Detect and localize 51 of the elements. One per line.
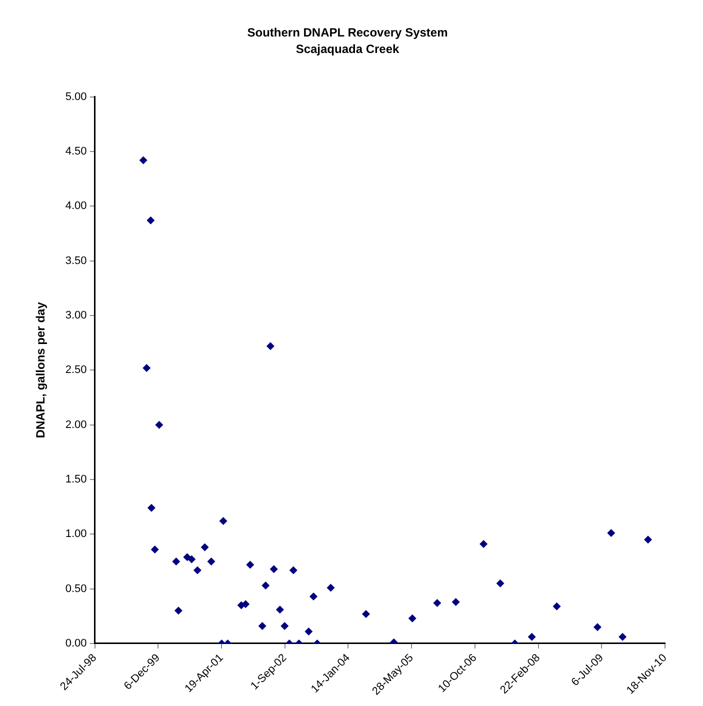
point	[552, 602, 561, 610]
point	[528, 632, 536, 641]
point	[266, 342, 274, 350]
y-tick-label: 2.00	[65, 418, 87, 431]
point	[408, 614, 416, 622]
point	[188, 555, 196, 564]
point	[242, 600, 250, 608]
y-tick-label: 1.00	[65, 528, 87, 540]
point	[496, 579, 504, 588]
point	[139, 156, 148, 164]
y-tick-label: 3.50	[65, 254, 87, 267]
point	[147, 504, 156, 512]
point	[146, 216, 155, 224]
point	[480, 540, 488, 548]
y-tick-label: 4.50	[65, 146, 87, 158]
point	[304, 627, 313, 636]
y-tick-label: 4.00	[65, 200, 87, 212]
point	[155, 420, 164, 429]
point	[644, 536, 652, 544]
point	[262, 582, 270, 590]
point	[258, 622, 266, 630]
point	[207, 557, 216, 566]
point	[433, 599, 442, 608]
point	[276, 606, 284, 614]
chart-title: Southern DNAPL Recovery System	[247, 26, 448, 40]
point	[452, 598, 460, 606]
y-tick-label: 5.00	[65, 90, 87, 103]
y-tick-label: 0.50	[65, 582, 87, 595]
point	[362, 610, 370, 618]
point	[150, 545, 159, 554]
point	[280, 622, 289, 630]
point	[593, 623, 602, 632]
y-tick-label: 1.50	[65, 474, 87, 486]
point	[174, 606, 182, 615]
point	[200, 543, 209, 552]
point	[618, 632, 627, 641]
point	[142, 364, 151, 372]
point	[172, 557, 180, 566]
y-tick-label: 0.00	[65, 638, 87, 650]
point	[310, 592, 318, 600]
point	[326, 584, 335, 592]
point	[607, 529, 616, 538]
point	[270, 565, 278, 574]
chart-subtitle: Scajaquada Creek	[296, 42, 400, 56]
point	[246, 560, 254, 569]
point	[193, 566, 202, 574]
point	[289, 566, 298, 574]
y-axis-title: DNAPL, gallons per day	[34, 302, 48, 438]
y-tick-label: 2.50	[65, 364, 87, 376]
y-tick-label: 3.00	[65, 310, 87, 322]
point	[219, 517, 228, 526]
